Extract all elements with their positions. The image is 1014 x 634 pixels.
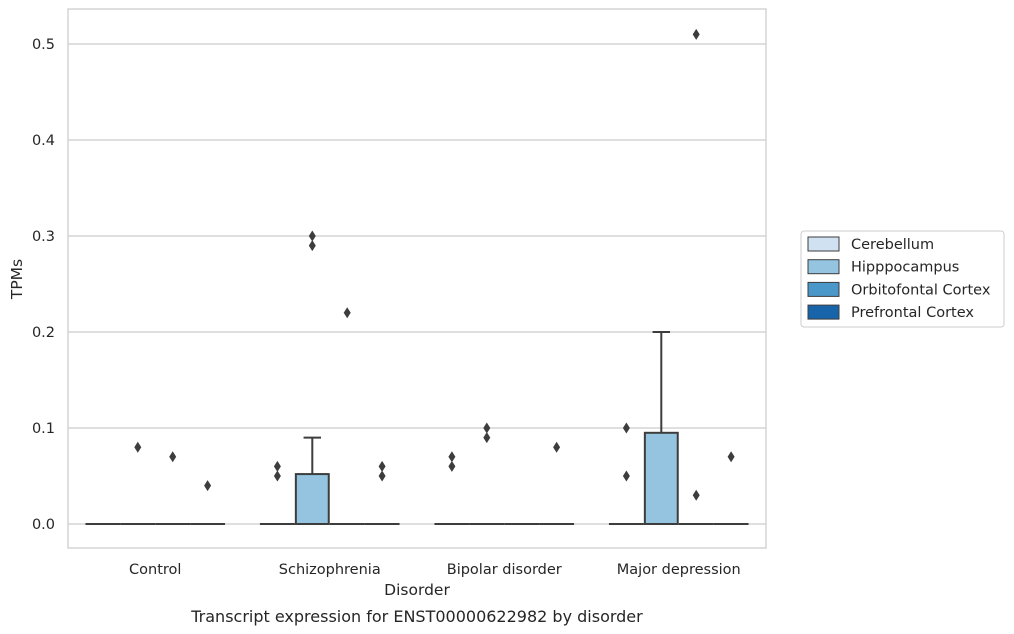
legend-label: Prefrontal Cortex: [851, 305, 974, 321]
x-tick-label: Bipolar disorder: [447, 562, 562, 578]
x-tick-label: Major depression: [617, 562, 741, 578]
legend-swatch: [807, 304, 840, 320]
outlier-point: [169, 451, 177, 463]
box-hipppocampus: [120, 441, 156, 526]
box-prefrontal-cortex: [364, 460, 400, 526]
legend-label: Cerebellum: [851, 237, 934, 253]
x-tick-label: Control: [129, 562, 181, 578]
x-tick-label: Schizophrenia: [279, 562, 381, 578]
box-orbitofontal-cortex: [678, 28, 714, 526]
box-cerebellum: [608, 422, 644, 526]
outlier-point: [343, 307, 351, 319]
outlier-point: [727, 451, 735, 463]
y-tick-label: 0.4: [32, 133, 55, 149]
y-axis-title: TPMs: [8, 259, 26, 300]
box-hipppocampus: [294, 230, 330, 525]
outlier-point: [622, 422, 630, 434]
y-axis-ticks: 0.0 0.1 0.2 0.3 0.4 0.5: [32, 37, 55, 533]
outlier-point: [448, 460, 456, 472]
legend: Cerebellum Hipppocampus Orbitofontal Corte…: [800, 230, 1005, 328]
outlier-point: [622, 470, 630, 482]
x-axis-title: Disorder: [384, 581, 450, 599]
legend-frame: [800, 230, 1005, 328]
outlier-point: [273, 460, 281, 472]
y-tick-label: 0.3: [32, 229, 55, 245]
y-tick-label: 0.1: [32, 421, 55, 437]
box-cerebellum: [434, 451, 470, 526]
legend-swatch: [807, 259, 840, 275]
box-body: [294, 473, 330, 525]
legend-label: Orbitofontal Cortex: [851, 282, 991, 298]
outlier-point: [273, 470, 281, 482]
plot-frame: [67, 8, 767, 549]
box-body: [643, 431, 679, 525]
box-hipppocampus: [643, 331, 679, 525]
box-prefrontal-cortex: [190, 480, 226, 526]
outlier-point: [378, 460, 386, 472]
chart-caption: Transcript expression for ENST0000062298…: [190, 607, 643, 626]
y-tick-label: 0.2: [32, 325, 55, 341]
y-tick-label: 0.5: [32, 37, 55, 53]
legend-swatch: [807, 236, 840, 252]
box-cerebellum: [259, 460, 295, 526]
box-hipppocampus: [469, 422, 505, 526]
outlier-point: [553, 441, 561, 453]
y-tick-label: 0.0: [32, 517, 55, 533]
box-groups: [85, 28, 749, 526]
legend-swatch: [807, 281, 840, 297]
outlier-point: [448, 451, 456, 463]
outlier-point: [378, 470, 386, 482]
legend-label: Hipppocampus: [851, 260, 959, 276]
outlier-point: [204, 480, 212, 492]
box-orbitofontal-cortex: [155, 451, 191, 526]
box-prefrontal-cortex: [539, 441, 575, 526]
outlier-point: [308, 230, 316, 242]
outlier-point: [483, 422, 491, 434]
outlier-point: [308, 240, 316, 252]
box-prefrontal-cortex: [713, 451, 749, 526]
outlier-point: [692, 28, 700, 40]
outlier-point: [692, 489, 700, 501]
x-axis-ticks: Control Schizophrenia Bipolar disorder Majo…: [129, 562, 741, 578]
outlier-point: [483, 432, 491, 444]
outlier-point: [134, 441, 142, 453]
box-orbitofontal-cortex: [329, 307, 365, 526]
